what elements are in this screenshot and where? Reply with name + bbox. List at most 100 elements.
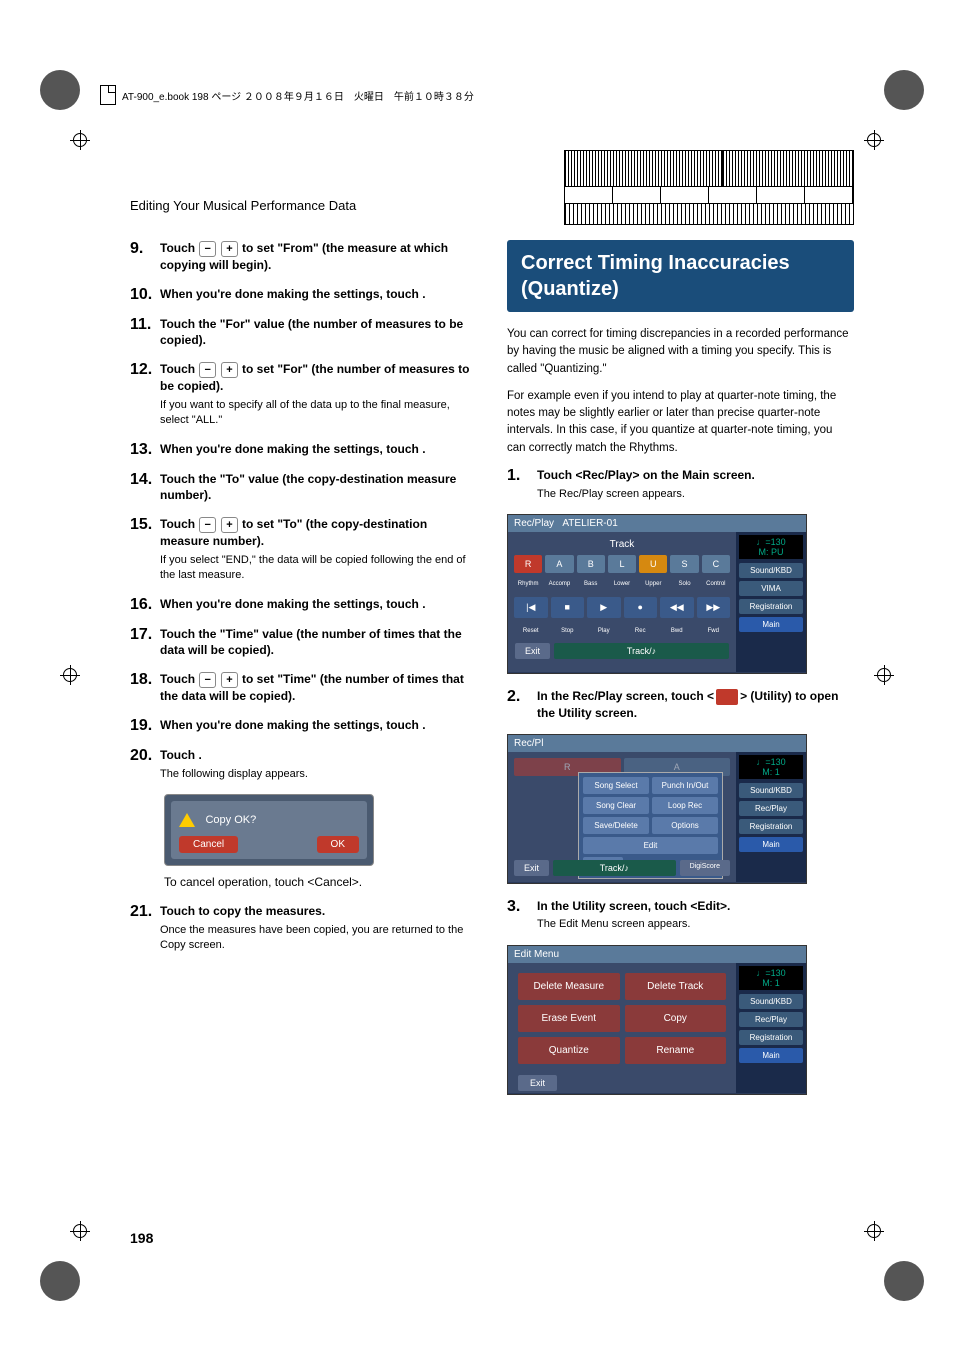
transport-button[interactable]: ▶ bbox=[587, 597, 621, 618]
step: 2. In the Rec/Play screen, touch <> (Uti… bbox=[507, 688, 854, 722]
step-number: 21. bbox=[130, 903, 160, 954]
track-button[interactable]: R bbox=[514, 555, 542, 573]
side-button[interactable]: Sound/KBD bbox=[739, 994, 803, 1009]
side-button[interactable]: Sound/KBD bbox=[739, 563, 803, 578]
step: 9.Touch − + to set "From" (the measure a… bbox=[130, 240, 477, 274]
track-label: Track bbox=[512, 536, 732, 553]
track-button[interactable]: B bbox=[577, 555, 605, 573]
step-instruction: Touch the "Time" value (the number of ti… bbox=[160, 627, 462, 658]
step: 14.Touch the "To" value (the copy-destin… bbox=[130, 471, 477, 505]
exit-button[interactable]: Exit bbox=[514, 860, 549, 876]
corner-decoration bbox=[884, 70, 924, 110]
step-instruction: Touch . bbox=[160, 748, 202, 762]
step-note: The Rec/Play screen appears. bbox=[537, 487, 854, 502]
menu-button[interactable]: Options bbox=[652, 817, 718, 834]
side-button[interactable]: Registration bbox=[739, 1030, 803, 1045]
step-instruction: Touch <Rec/Play> on the Main screen. bbox=[537, 468, 755, 482]
step-number: 10. bbox=[130, 286, 160, 304]
step: 10.When you're done making the settings,… bbox=[130, 286, 477, 304]
side-button[interactable]: Main bbox=[739, 837, 803, 852]
registration-mark bbox=[864, 130, 884, 150]
step-number: 17. bbox=[130, 626, 160, 660]
menu-button[interactable]: Save/Delete bbox=[583, 817, 649, 834]
step-instruction: Touch − + to set "From" (the measure at … bbox=[160, 241, 448, 272]
side-button[interactable]: Main bbox=[739, 1048, 803, 1063]
header-text: AT-900_e.book 198 ページ ２００８年９月１６日 火曜日 午前１… bbox=[122, 88, 474, 103]
menu-button[interactable]: Edit bbox=[583, 837, 718, 854]
transport-button[interactable]: ■ bbox=[551, 597, 585, 618]
tempo-display: ♩=130 M: 1 bbox=[739, 755, 803, 779]
dialog-caption: To cancel operation, touch <Cancel>. bbox=[164, 874, 477, 891]
right-column: Correct Timing Inaccuracies (Quantize) Y… bbox=[507, 240, 854, 1231]
step-instruction: When you're done making the settings, to… bbox=[160, 597, 426, 611]
edit-menu-button[interactable]: Rename bbox=[625, 1037, 727, 1064]
digiscore-button[interactable]: DigiScore bbox=[680, 860, 730, 876]
step-number: 13. bbox=[130, 441, 160, 459]
side-button[interactable]: VIMA bbox=[739, 581, 803, 596]
utility-icon bbox=[716, 689, 738, 705]
step: 1. Touch <Rec/Play> on the Main screen. … bbox=[507, 467, 854, 502]
section-heading: Correct Timing Inaccuracies (Quantize) bbox=[507, 240, 854, 312]
ss-title: Rec/Pl bbox=[514, 738, 543, 749]
page-number: 198 bbox=[130, 1230, 153, 1246]
step-instruction: When you're done making the settings, to… bbox=[160, 442, 426, 456]
registration-mark bbox=[874, 665, 894, 685]
corner-decoration bbox=[40, 1261, 80, 1301]
step-number: 19. bbox=[130, 717, 160, 735]
registration-mark bbox=[70, 1221, 90, 1241]
tempo-display: ♩=130 M: 1 bbox=[739, 966, 803, 990]
menu-button[interactable]: Punch In/Out bbox=[652, 777, 718, 794]
copy-confirm-dialog: Copy OK? Cancel OK bbox=[164, 794, 374, 866]
content-area: 9.Touch − + to set "From" (the measure a… bbox=[130, 240, 854, 1231]
menu-button[interactable]: Song Select bbox=[583, 777, 649, 794]
page: AT-900_e.book 198 ページ ２００８年９月１６日 火曜日 午前１… bbox=[0, 0, 954, 1351]
step-instruction: Touch − + to set "Time" (the number of t… bbox=[160, 672, 464, 703]
menu-button[interactable]: Song Clear bbox=[583, 797, 649, 814]
side-button[interactable]: Sound/KBD bbox=[739, 783, 803, 798]
side-button[interactable]: Registration bbox=[739, 599, 803, 614]
edit-menu-button[interactable]: Erase Event bbox=[518, 1005, 620, 1032]
step-instruction: Touch the "For" value (the number of mea… bbox=[160, 317, 463, 348]
step: 15.Touch − + to set "To" (the copy-desti… bbox=[130, 516, 477, 583]
registration-mark bbox=[70, 130, 90, 150]
registration-mark bbox=[60, 665, 80, 685]
side-button[interactable]: Rec/Play bbox=[739, 1012, 803, 1027]
track-button[interactable]: S bbox=[670, 555, 698, 573]
transport-button[interactable]: |◀ bbox=[514, 597, 548, 618]
step: 16.When you're done making the settings,… bbox=[130, 596, 477, 614]
step-number: 16. bbox=[130, 596, 160, 614]
transport-button[interactable]: ◀◀ bbox=[660, 597, 694, 618]
track-button[interactable]: C bbox=[702, 555, 730, 573]
track-button[interactable]: L bbox=[608, 555, 636, 573]
track-button[interactable]: U bbox=[639, 555, 667, 573]
step-instruction: In the Utility screen, touch <Edit>. bbox=[537, 899, 730, 913]
step: 19.When you're done making the settings,… bbox=[130, 717, 477, 735]
ok-button[interactable]: OK bbox=[317, 836, 359, 853]
side-button[interactable]: Registration bbox=[739, 819, 803, 834]
section-title: Editing Your Musical Performance Data bbox=[130, 198, 356, 213]
side-button[interactable]: Rec/Play bbox=[739, 801, 803, 816]
intro-paragraph-1: You can correct for timing discrepancies… bbox=[507, 326, 854, 378]
track-button[interactable]: Track/♪ bbox=[554, 643, 729, 659]
step-note: The Edit Menu screen appears. bbox=[537, 917, 854, 932]
exit-button[interactable]: Exit bbox=[515, 643, 550, 659]
step-number: 3. bbox=[507, 898, 537, 933]
ss-title: Edit Menu bbox=[514, 949, 559, 960]
menu-button[interactable]: Loop Rec bbox=[652, 797, 718, 814]
edit-menu-button[interactable]: Copy bbox=[625, 1005, 727, 1032]
edit-menu-button[interactable]: Quantize bbox=[518, 1037, 620, 1064]
track-button[interactable]: Track/♪ bbox=[553, 860, 676, 876]
intro-paragraph-2: For example even if you intend to play a… bbox=[507, 388, 854, 457]
transport-button[interactable]: ▶▶ bbox=[697, 597, 731, 618]
step-number: 12. bbox=[130, 361, 160, 428]
transport-button[interactable]: ● bbox=[624, 597, 658, 618]
edit-menu-button[interactable]: Delete Track bbox=[625, 973, 727, 1000]
exit-button[interactable]: Exit bbox=[518, 1075, 557, 1091]
side-button[interactable]: Main bbox=[739, 617, 803, 632]
track-button[interactable]: A bbox=[545, 555, 573, 573]
edit-menu-button[interactable]: Delete Measure bbox=[518, 973, 620, 1000]
step: 13.When you're done making the settings,… bbox=[130, 441, 477, 459]
cancel-button[interactable]: Cancel bbox=[179, 836, 238, 853]
step-instruction: Touch − + to set "For" (the number of me… bbox=[160, 362, 469, 393]
book-icon bbox=[100, 85, 116, 105]
